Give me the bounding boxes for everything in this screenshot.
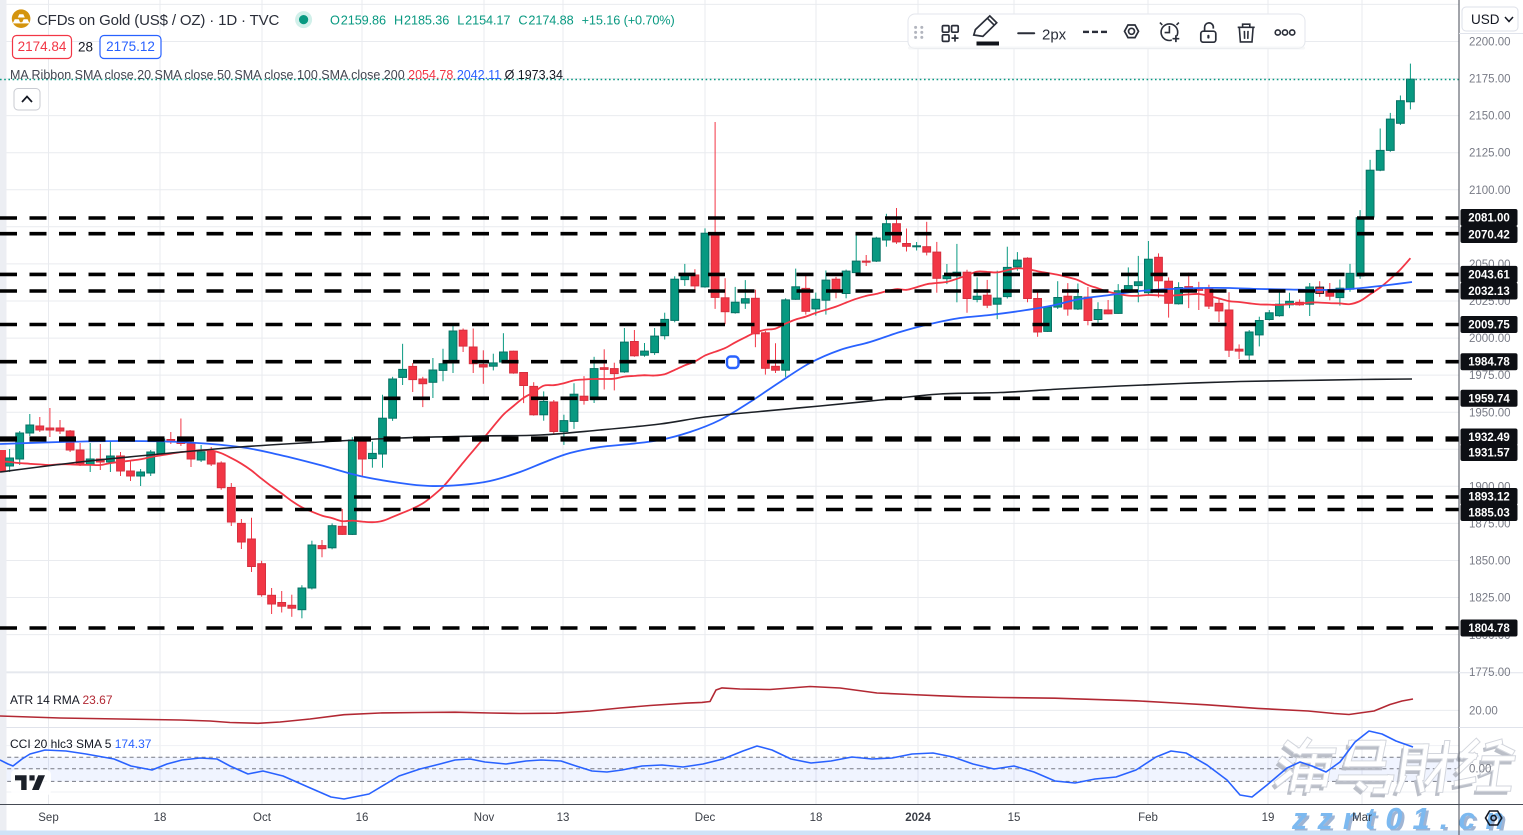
svg-text:1804.78: 1804.78 [1468, 623, 1510, 635]
svg-text:zzrt01.cn: zzrt01.cn [1294, 805, 1517, 835]
svg-text:1931.57: 1931.57 [1468, 448, 1510, 460]
svg-text:2100.00: 2100.00 [1469, 185, 1511, 197]
svg-text:1775.00: 1775.00 [1469, 667, 1511, 679]
svg-text:CCI 20 hlc3 SMA 5 174.37: CCI 20 hlc3 SMA 5 174.37 [10, 737, 152, 751]
svg-text:1850.00: 1850.00 [1469, 556, 1511, 568]
svg-text:1959.74: 1959.74 [1468, 393, 1510, 405]
svg-text:1984.78: 1984.78 [1468, 357, 1510, 369]
svg-text:20.00: 20.00 [1469, 705, 1498, 717]
svg-text:18: 18 [810, 812, 823, 824]
svg-text:2032.13: 2032.13 [1468, 286, 1510, 298]
svg-text:1875.00: 1875.00 [1469, 519, 1511, 531]
svg-text:15: 15 [1008, 812, 1021, 824]
svg-text:Feb: Feb [1138, 812, 1158, 824]
svg-text:Sep: Sep [38, 812, 58, 824]
svg-text:28: 28 [78, 40, 93, 55]
svg-text:1885.03: 1885.03 [1468, 508, 1510, 520]
svg-text:2070.42: 2070.42 [1468, 230, 1510, 242]
svg-text:zzrt01.cn: zzrt01.cn [1291, 802, 1514, 835]
svg-text:Oct: Oct [253, 812, 272, 824]
svg-text:2009.75: 2009.75 [1468, 320, 1510, 332]
svg-text:2200.00: 2200.00 [1469, 37, 1511, 49]
svg-text:2081.00: 2081.00 [1468, 213, 1510, 225]
svg-text:Mar: Mar [1352, 812, 1372, 824]
svg-text:2175.12: 2175.12 [106, 39, 155, 54]
svg-text:16: 16 [356, 812, 369, 824]
svg-text:2174.84: 2174.84 [18, 39, 67, 54]
svg-text:MA Ribbon SMA close 20 SMA clo: MA Ribbon SMA close 20 SMA close 50 SMA … [10, 68, 563, 82]
svg-text:1932.49: 1932.49 [1468, 432, 1510, 444]
svg-text:2px: 2px [1042, 27, 1067, 44]
svg-text:1975.00: 1975.00 [1469, 370, 1511, 382]
svg-text:1950.00: 1950.00 [1469, 407, 1511, 419]
svg-text:USD: USD [1471, 12, 1500, 27]
svg-text:2043.61: 2043.61 [1468, 269, 1510, 281]
svg-text:13: 13 [557, 812, 570, 824]
svg-text:2150.00: 2150.00 [1469, 111, 1511, 123]
svg-text:2000.00: 2000.00 [1469, 333, 1511, 345]
svg-text:2175.00: 2175.00 [1469, 74, 1511, 86]
svg-text:2125.00: 2125.00 [1469, 148, 1511, 160]
svg-text:ATR 14 RMA 23.67: ATR 14 RMA 23.67 [10, 693, 113, 707]
svg-text:CFDs on Gold (US$ / OZ) · 1D ·: CFDs on Gold (US$ / OZ) · 1D · TVC [37, 12, 279, 29]
svg-text:1825.00: 1825.00 [1469, 593, 1511, 605]
svg-text:19: 19 [1262, 812, 1275, 824]
svg-text:0.00: 0.00 [1469, 763, 1491, 775]
svg-text:1893.12: 1893.12 [1468, 492, 1510, 504]
svg-text:Nov: Nov [474, 812, 495, 824]
svg-text:Dec: Dec [695, 812, 716, 824]
svg-text:2024: 2024 [905, 812, 931, 824]
svg-text:18: 18 [154, 812, 167, 824]
